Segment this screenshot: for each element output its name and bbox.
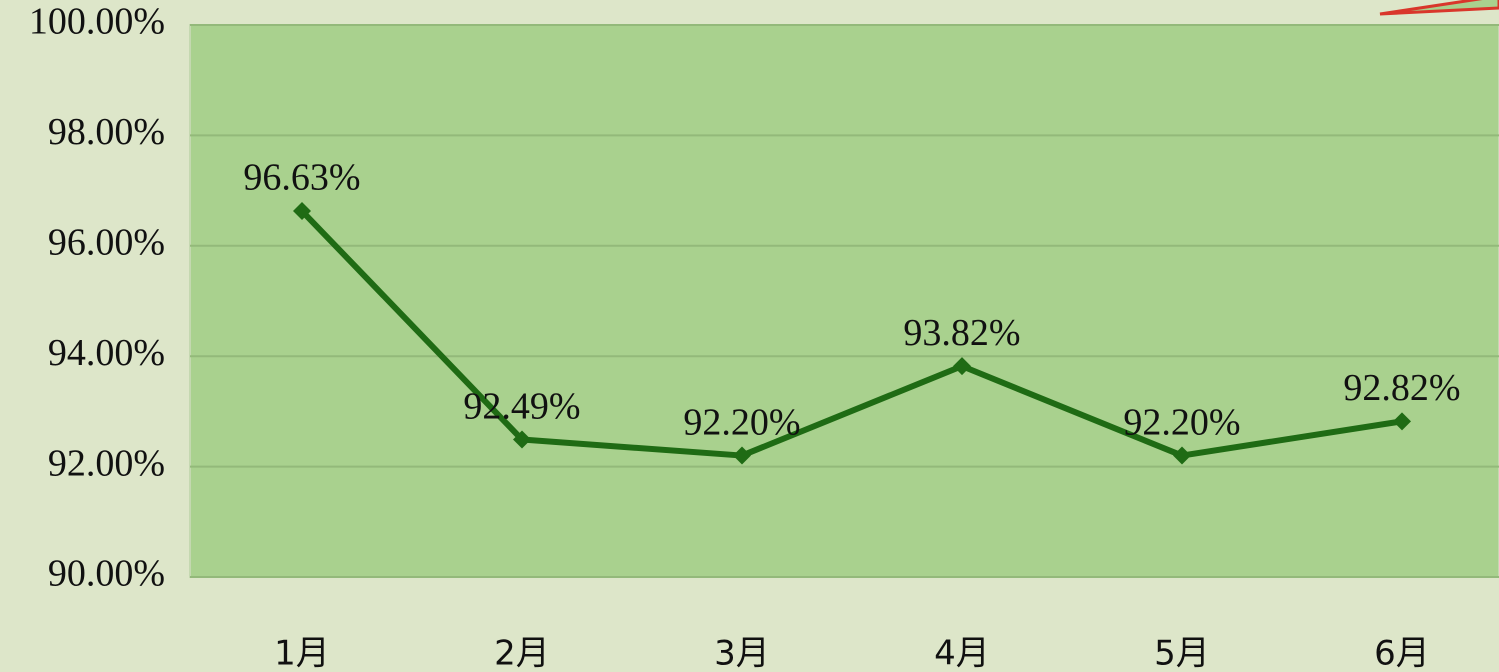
data-label: 92.49% [463,385,580,427]
x-tick-label: 4月 [934,634,990,672]
decoration-arrow [1379,0,1499,16]
data-label: 92.20% [1123,401,1240,443]
y-tick-label: 92.00% [48,442,165,484]
marker [1393,412,1411,431]
x-tick-label: 1月 [274,634,330,672]
x-tick-label: 6月 [1374,634,1430,672]
y-tick-label: 96.00% [48,222,165,264]
marker [293,202,311,221]
data-label: 92.20% [683,401,800,443]
y-tick-label: 100.00% [29,1,165,43]
y-tick-label: 94.00% [48,332,165,374]
x-tick-label: 3月 [714,634,770,672]
y-tick-label: 90.00% [48,553,165,595]
marker [513,430,531,449]
data-label: 96.63% [243,157,360,199]
line [299,208,1403,459]
plot-area [189,24,1499,578]
data-label: 92.82% [1343,367,1460,409]
marker [953,357,971,376]
data-label: 93.82% [903,312,1020,354]
marker [1173,446,1191,465]
x-tick-label: 5月 [1154,634,1210,672]
marker [733,446,751,465]
y-tick-label: 98.00% [48,111,165,153]
x-tick-label: 2月 [494,634,550,672]
